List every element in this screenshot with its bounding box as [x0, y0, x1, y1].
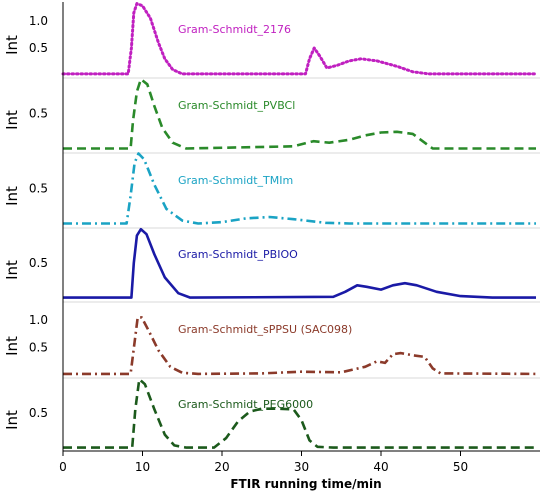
y-axis-label: Int — [3, 336, 21, 356]
panel-2: 0.5 Int Gram-Schmidt_TMIm — [3, 152, 540, 229]
series-label: Gram-Schmidt_PVBCl — [178, 99, 295, 112]
y-axis-label: Int — [3, 410, 21, 430]
y-tick-label: 0.5 — [29, 182, 48, 196]
x-tick-label: 10 — [135, 460, 150, 474]
series-line-0 — [61, 2, 538, 76]
series-label: Gram-Schmidt_TMIm — [178, 174, 293, 187]
y-tick-label: 0.5 — [29, 406, 48, 420]
x-axis-ticks: 0 10 20 30 40 50 — [59, 451, 468, 474]
series-label: Gram-Schmidt_sPPSU (SAC098) — [178, 323, 352, 336]
y-axis-label: Int — [3, 110, 21, 130]
y-tick-label: 0.5 — [29, 41, 48, 55]
x-tick-label: 20 — [214, 460, 229, 474]
panel-5: 0.5 Int Gram-Schmidt_PEG6000 — [3, 377, 536, 449]
x-axis-title: FTIR running time/min — [230, 477, 381, 491]
series-label: Gram-Schmidt_2176 — [178, 23, 291, 36]
y-axis-label: Int — [3, 260, 21, 280]
series-line-1 — [63, 77, 536, 150]
series-line-4 — [63, 316, 537, 376]
y-tick-label: 1.0 — [29, 313, 48, 327]
series-label: Gram-Schmidt_PEG6000 — [178, 398, 313, 411]
y-axis-label: Int — [3, 35, 21, 55]
y-tick-label: 1.0 — [29, 14, 48, 28]
panel-3: 0.5 Int Gram-Schmidt_PBIOO — [3, 227, 540, 303]
x-tick-label: 50 — [453, 460, 468, 474]
series-line-2 — [63, 152, 536, 225]
panel-4: 1.0 0.5 Int Gram-Schmidt_sPPSU (SAC098) — [3, 313, 540, 379]
series-line-5 — [63, 377, 536, 449]
x-tick-label: 30 — [294, 460, 309, 474]
panel-0: 1.0 0.5 Int Gram-Schmidt_2176 — [3, 2, 540, 79]
series-line-3 — [63, 227, 536, 299]
x-tick-label: 0 — [59, 460, 67, 474]
x-tick-label: 40 — [373, 460, 388, 474]
y-axis-label: Int — [3, 186, 21, 206]
series-label: Gram-Schmidt_PBIOO — [178, 248, 298, 261]
y-tick-label: 0.5 — [29, 256, 48, 270]
panel-1: 0.5 Int Gram-Schmidt_PVBCl — [3, 77, 540, 154]
chart-panels: 1.0 0.5 Int Gram-Schmidt_2176 0.5 Int Gram-Sch… — [3, 2, 540, 449]
y-tick-label: 0.5 — [29, 107, 48, 121]
y-tick-label: 0.5 — [29, 341, 48, 355]
